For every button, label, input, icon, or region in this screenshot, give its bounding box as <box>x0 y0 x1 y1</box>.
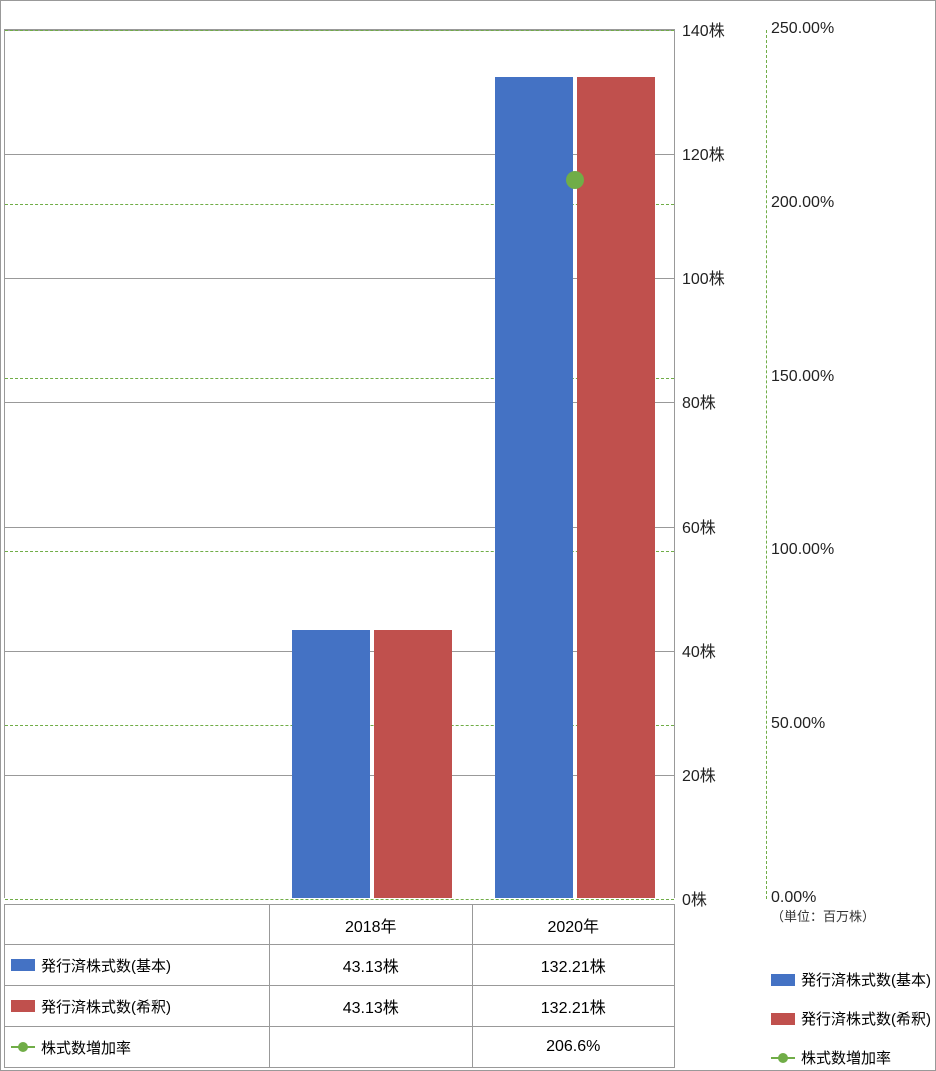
table-legend-1: 発行済株式数(希釈) <box>5 986 270 1026</box>
legend-label-1: 発行済株式数(希釈) <box>801 1008 931 1029</box>
legend-right: 発行済株式数(基本) 発行済株式数(希釈) 株式数増加率 <box>771 969 931 1068</box>
growth-marker-icon <box>566 171 584 189</box>
chart-inner: 0株 20株 40株 60株 80株 100株 120株 140株 0.00% 50.00% 10… <box>1 1 935 1070</box>
y-left-tick: 80株 <box>682 389 716 413</box>
table-row-series-2: 株式数増加率 206.6% <box>4 1027 675 1068</box>
unit-label: （単位：百万株） <box>771 906 875 925</box>
gridline <box>5 278 674 279</box>
chart-container: 0株 20株 40株 60株 80株 100株 120株 140株 0.00% 50.00% 10… <box>0 0 936 1071</box>
legend-item-2: 株式数増加率 <box>771 1047 931 1068</box>
swatch-marker-growth-icon <box>11 1041 35 1053</box>
y-left-tick: 100株 <box>682 265 725 289</box>
dashed-gridline <box>5 30 674 31</box>
y-right-tick: 150.00% <box>771 368 834 386</box>
legend-swatch-diluted-icon <box>771 1013 795 1025</box>
gridline <box>5 402 674 403</box>
y-left-tick: 140株 <box>682 17 725 41</box>
y-left-tick: 20株 <box>682 762 716 786</box>
x-axis-row: 2018年 2020年 <box>4 904 675 945</box>
secondary-axis-line <box>766 30 767 899</box>
legend-item-1: 発行済株式数(希釈) <box>771 1008 931 1029</box>
y-right-tick: 100.00% <box>771 541 834 559</box>
series-1-val-1: 132.21株 <box>473 986 675 1026</box>
dashed-gridline <box>5 899 674 900</box>
series-1-val-0: 43.13株 <box>270 986 473 1026</box>
legend-item-0: 発行済株式数(基本) <box>771 969 931 990</box>
y-left-tick: 60株 <box>682 514 716 538</box>
bar <box>495 77 573 898</box>
legend-swatch-growth-icon <box>771 1052 795 1064</box>
gridline <box>5 527 674 528</box>
y-right-tick: 250.00% <box>771 20 834 38</box>
y-right-tick: 0.00% <box>771 889 816 907</box>
x-header-blank <box>5 905 270 944</box>
gridline <box>5 154 674 155</box>
series-2-name: 株式数増加率 <box>41 1037 131 1058</box>
legend-label-0: 発行済株式数(基本) <box>801 969 931 990</box>
x-cat-0: 2018年 <box>270 905 473 944</box>
series-0-val-0: 43.13株 <box>270 945 473 985</box>
swatch-bar-basic-icon <box>11 959 35 971</box>
bar <box>374 630 452 898</box>
y-left-tick: 40株 <box>682 638 716 662</box>
dashed-gridline <box>5 204 674 205</box>
legend-swatch-basic-icon <box>771 974 795 986</box>
table-row-series-0: 発行済株式数(基本) 43.13株 132.21株 <box>4 945 675 986</box>
plot-area <box>4 29 675 898</box>
x-cat-1: 2020年 <box>473 905 675 944</box>
dashed-gridline <box>5 378 674 379</box>
y-right-tick: 200.00% <box>771 194 834 212</box>
table-legend-0: 発行済株式数(基本) <box>5 945 270 985</box>
series-1-name: 発行済株式数(希釈) <box>41 996 171 1017</box>
y-right-tick: 50.00% <box>771 715 825 733</box>
swatch-bar-diluted-icon <box>11 1000 35 1012</box>
bar <box>292 630 370 898</box>
table-legend-2: 株式数増加率 <box>5 1027 270 1067</box>
y-left-tick: 120株 <box>682 141 725 165</box>
table-row-series-1: 発行済株式数(希釈) 43.13株 132.21株 <box>4 986 675 1027</box>
series-2-val-0 <box>270 1027 473 1067</box>
y-left-tick: 0株 <box>682 886 707 910</box>
dashed-gridline <box>5 551 674 552</box>
legend-label-2: 株式数増加率 <box>801 1047 891 1068</box>
series-2-val-1: 206.6% <box>473 1027 675 1067</box>
bar <box>577 77 655 898</box>
series-0-val-1: 132.21株 <box>473 945 675 985</box>
series-0-name: 発行済株式数(基本) <box>41 955 171 976</box>
